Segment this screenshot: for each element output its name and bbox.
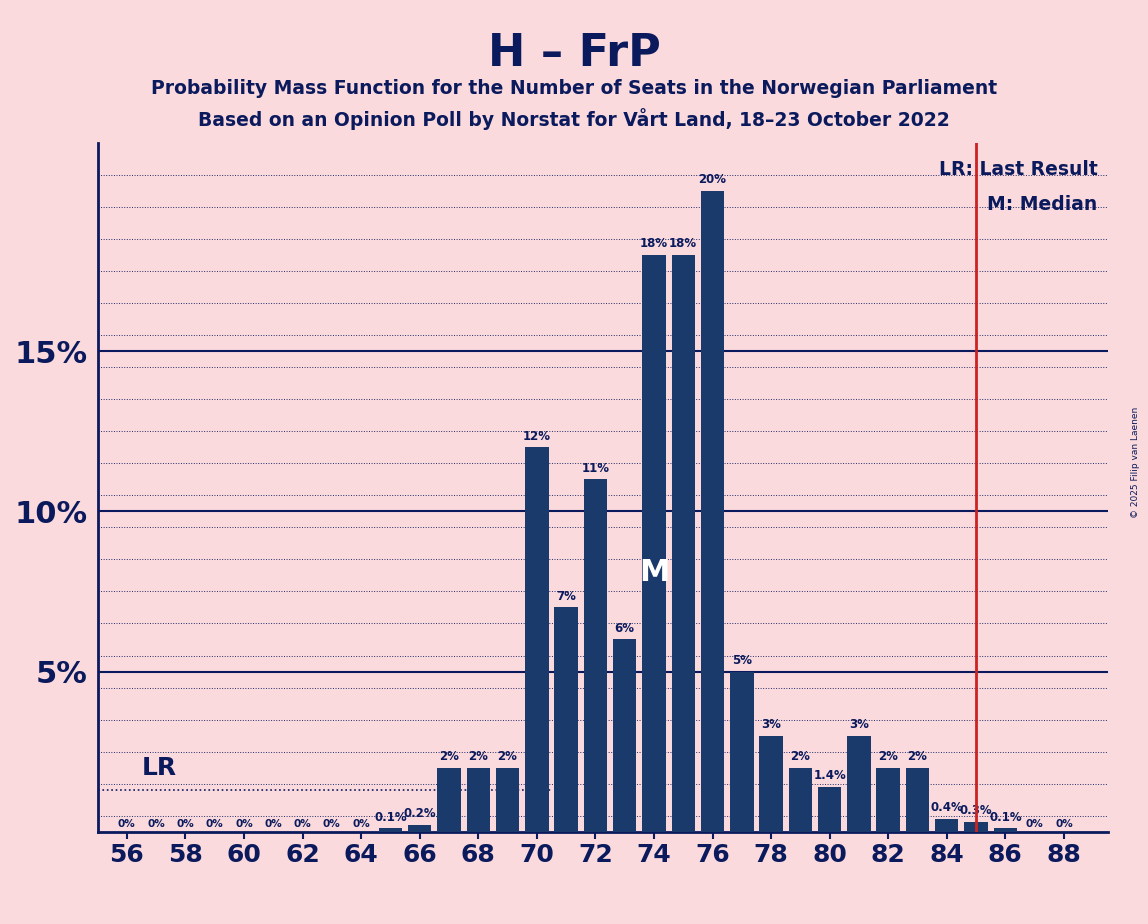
Text: 0%: 0%: [1055, 819, 1072, 829]
Text: 2%: 2%: [878, 749, 898, 763]
Text: 2%: 2%: [497, 749, 518, 763]
Text: 12%: 12%: [522, 430, 551, 443]
Bar: [936, 819, 959, 832]
Bar: [759, 736, 783, 832]
Bar: [964, 822, 987, 832]
Bar: [906, 768, 929, 832]
Bar: [817, 786, 841, 832]
Bar: [554, 607, 577, 832]
Text: 0%: 0%: [294, 819, 311, 829]
Bar: [437, 768, 460, 832]
Text: M: Median: M: Median: [987, 195, 1097, 213]
Text: 0%: 0%: [235, 819, 253, 829]
Text: Probability Mass Function for the Number of Seats in the Norwegian Parliament: Probability Mass Function for the Number…: [150, 79, 998, 98]
Text: 0%: 0%: [177, 819, 194, 829]
Bar: [994, 829, 1017, 832]
Bar: [672, 255, 695, 832]
Text: LR: Last Result: LR: Last Result: [939, 161, 1097, 179]
Text: 7%: 7%: [556, 590, 576, 602]
Bar: [496, 768, 519, 832]
Text: © 2025 Filip van Laenen: © 2025 Filip van Laenen: [1131, 407, 1140, 517]
Bar: [700, 191, 724, 832]
Text: 0%: 0%: [205, 819, 224, 829]
Text: 0%: 0%: [323, 819, 341, 829]
Bar: [876, 768, 900, 832]
Text: 18%: 18%: [669, 237, 697, 250]
Bar: [466, 768, 490, 832]
Bar: [525, 447, 549, 832]
Bar: [408, 825, 432, 832]
Text: M: M: [638, 558, 669, 587]
Text: 0%: 0%: [118, 819, 135, 829]
Text: 6%: 6%: [614, 622, 635, 635]
Text: 2%: 2%: [439, 749, 459, 763]
Text: 2%: 2%: [791, 749, 810, 763]
Bar: [789, 768, 812, 832]
Text: 3%: 3%: [850, 718, 869, 731]
Text: 18%: 18%: [639, 237, 668, 250]
Text: LR: LR: [141, 757, 177, 781]
Text: Based on an Opinion Poll by Norstat for Vårt Land, 18–23 October 2022: Based on an Opinion Poll by Norstat for …: [199, 108, 949, 130]
Text: 0.1%: 0.1%: [374, 810, 406, 823]
Text: 0.2%: 0.2%: [403, 808, 436, 821]
Bar: [379, 829, 402, 832]
Text: 0%: 0%: [147, 819, 165, 829]
Text: 0.1%: 0.1%: [990, 810, 1022, 823]
Text: 2%: 2%: [908, 749, 928, 763]
Bar: [583, 480, 607, 832]
Text: 3%: 3%: [761, 718, 781, 731]
Bar: [642, 255, 666, 832]
Bar: [847, 736, 870, 832]
Text: H – FrP: H – FrP: [488, 32, 660, 76]
Text: 5%: 5%: [731, 653, 752, 667]
Text: 0%: 0%: [264, 819, 282, 829]
Text: 20%: 20%: [698, 174, 727, 187]
Bar: [613, 639, 636, 832]
Text: 2%: 2%: [468, 749, 488, 763]
Text: 0%: 0%: [1026, 819, 1044, 829]
Text: 0.4%: 0.4%: [930, 801, 963, 814]
Text: 1.4%: 1.4%: [813, 769, 846, 782]
Bar: [730, 672, 753, 832]
Text: 0.3%: 0.3%: [960, 804, 992, 817]
Text: 11%: 11%: [581, 462, 610, 475]
Text: 0%: 0%: [352, 819, 370, 829]
